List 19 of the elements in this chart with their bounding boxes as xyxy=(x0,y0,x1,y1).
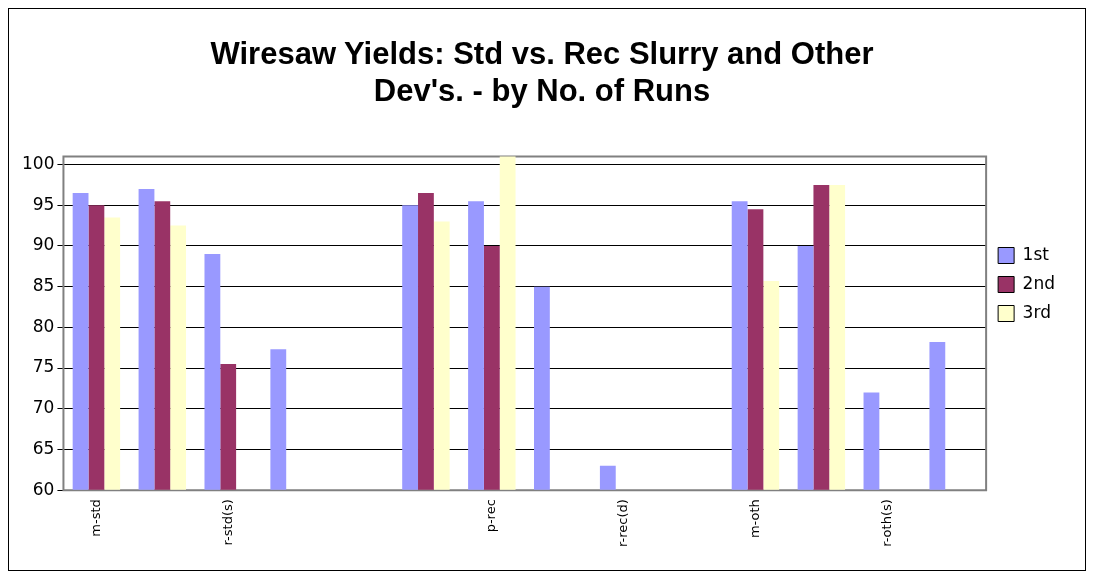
x-tick-label: m-oth xyxy=(746,499,762,539)
x-tick-label: m-std xyxy=(87,499,103,537)
y-tick-label: 65 xyxy=(32,437,55,458)
chart-title: Wiresaw Yields: Std vs. Rec Slurry and Other Dev's. - by No. of Runs xyxy=(210,36,874,109)
x-tick-label: p-rec xyxy=(483,499,499,533)
x-tick-label: r-rec(d) xyxy=(615,499,631,548)
legend-label: 1st xyxy=(1022,243,1050,264)
y-tick-label: 85 xyxy=(32,275,55,296)
legend-label: 3rd xyxy=(1022,301,1051,322)
y-tick-label: 60 xyxy=(32,478,55,499)
y-tick-label: 75 xyxy=(32,356,55,377)
y-tick-label: 80 xyxy=(32,315,55,336)
y-tick-label: 100 xyxy=(21,152,55,173)
y-tick-label: 95 xyxy=(32,193,55,214)
legend-label: 2nd xyxy=(1022,272,1056,293)
y-tick-label: 90 xyxy=(32,234,55,255)
x-tick-label: r-std(s) xyxy=(219,499,235,546)
x-tick-label: r-oth(s) xyxy=(878,499,894,547)
y-tick-label: 70 xyxy=(32,397,55,418)
